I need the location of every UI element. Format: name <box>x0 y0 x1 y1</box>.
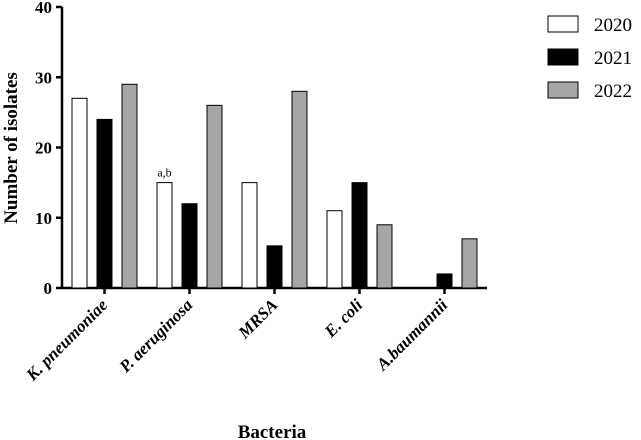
y-tick-label: 10 <box>35 209 52 228</box>
x-tick-label: K. pneumoniae <box>22 295 112 385</box>
bar-2020-2 <box>241 182 258 289</box>
y-tick-label: 40 <box>35 0 52 17</box>
x-tick-label: P. aeruginosa <box>115 295 197 377</box>
bar-2022-4 <box>461 238 478 289</box>
y-axis-title: Number of isolates <box>1 72 22 224</box>
bar-2020-3 <box>326 210 343 289</box>
legend-label: 2022 <box>594 81 632 102</box>
x-tick-label: A.baumannii <box>372 295 451 374</box>
legend-swatch-2022 <box>547 81 579 99</box>
bar-2022-2 <box>291 90 308 289</box>
bar-2021-2 <box>266 245 283 289</box>
bar-2022-3 <box>376 224 393 289</box>
annotation-label: a,b <box>157 166 171 180</box>
bar-2020-0 <box>71 97 88 289</box>
legend-label: 2021 <box>594 48 632 69</box>
x-axis: K. pneumoniae P. aeruginosa MRSA E. coli A.b… <box>22 286 487 385</box>
y-tick-label: 0 <box>44 279 53 298</box>
legend-label: 2020 <box>594 15 632 36</box>
bar-2022-1 <box>206 104 223 289</box>
bar-2021-0 <box>96 118 113 289</box>
x-tick-label: E. coli <box>320 295 366 341</box>
bar-2022-0 <box>121 83 138 289</box>
legend-swatch-2020 <box>547 15 579 33</box>
bar-2020-1 <box>156 182 173 289</box>
bar-2021-3 <box>351 182 368 289</box>
y-tick-label: 20 <box>35 139 52 158</box>
y-tick-label: 30 <box>35 68 52 87</box>
annotations: a,b <box>157 166 171 180</box>
bar-2021-4 <box>436 273 453 289</box>
bars <box>71 83 478 289</box>
y-axis: 0 10 20 30 40 <box>35 0 64 298</box>
x-tick-label: MRSA <box>234 295 282 343</box>
x-axis-title: Bacteria <box>238 422 307 440</box>
legend: 2020 2021 2022 <box>547 15 632 102</box>
bar-2021-1 <box>181 203 198 289</box>
legend-swatch-2021 <box>547 48 579 66</box>
